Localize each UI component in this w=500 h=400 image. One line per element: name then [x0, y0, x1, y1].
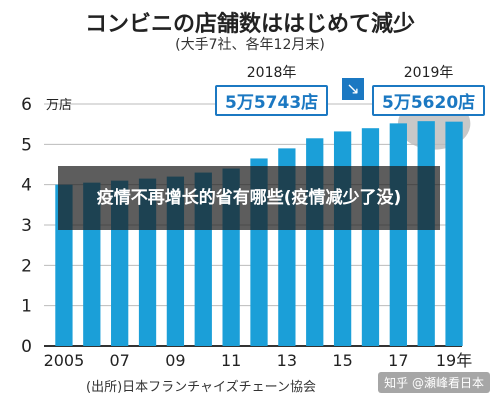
callout-2018: 2018年 5万5743店 — [215, 62, 329, 116]
callout-2019: 2019年 5万5620店 — [372, 62, 486, 116]
x-tick-label: 13 — [277, 351, 297, 370]
down-arrow-icon: ↘ — [342, 78, 364, 100]
y-tick-label: 0 — [21, 337, 32, 357]
watermark: 知乎 @瀬峰看日本 — [378, 372, 490, 393]
bars — [55, 121, 463, 347]
source-note: (出所)日本フランチャイズチェーン協会 — [86, 380, 316, 395]
callout-2018-year: 2018年 — [246, 65, 297, 81]
y-tick-label: 1 — [21, 297, 32, 317]
y-tick-label: 2 — [21, 256, 32, 276]
y-tick-label: 3 — [21, 216, 32, 236]
bar-2016 — [361, 128, 380, 346]
y-axis-label: 万店 — [46, 98, 72, 113]
x-tick-label: 11 — [221, 351, 241, 370]
y-tick-label: 5 — [21, 135, 32, 155]
callout-2019-year: 2019年 — [403, 65, 454, 81]
x-tick-label: 07 — [109, 351, 129, 370]
callout-2018-value: 5万5743店 — [215, 85, 329, 116]
y-tick-label: 4 — [21, 176, 32, 196]
x-tick-label: 19年 — [436, 351, 472, 370]
x-tick-label: 17 — [388, 351, 408, 370]
axes: 0 1 2 3 4 5 6 万店 2005 07 09 11 13 15 17 19年 — [21, 95, 472, 370]
bar-2019 — [445, 121, 463, 346]
x-tick-label: 09 — [165, 351, 185, 370]
x-tick-label: 2005 — [44, 351, 85, 370]
bar-2017 — [389, 123, 407, 346]
overlay-caption: 疫情不再增长的省有哪些(疫情减少了没) — [58, 166, 440, 230]
chart-title: コンビニの店舗数ははじめて減少 — [84, 12, 415, 37]
chart-subtitle: (大手7社、各年12月末) — [175, 37, 325, 53]
bar-2018 — [417, 121, 435, 347]
x-tick-label: 15 — [332, 351, 352, 370]
callout-2019-value: 5万5620店 — [372, 85, 486, 116]
y-tick-label: 6 — [21, 95, 32, 115]
bar-2015 — [333, 131, 352, 346]
